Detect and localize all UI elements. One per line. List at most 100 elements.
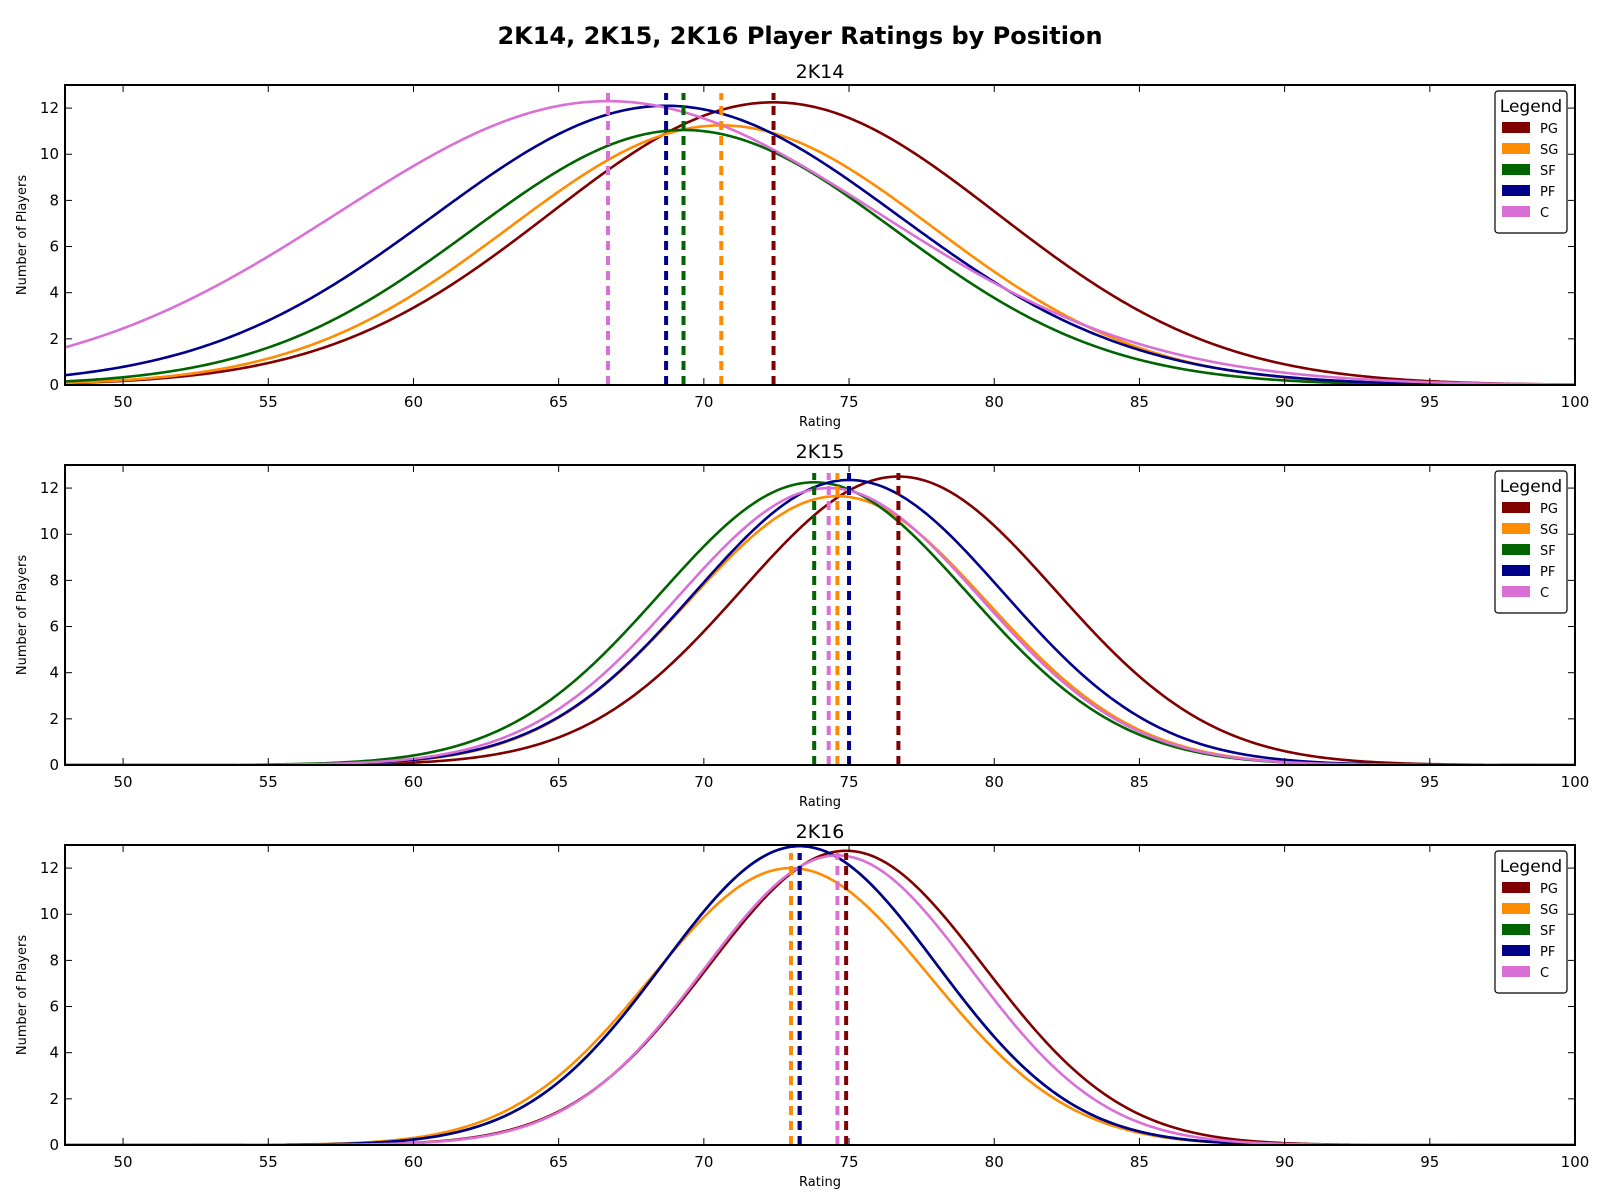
legend-swatch-sg (1502, 903, 1530, 914)
x-tick-label: 55 (259, 1153, 278, 1171)
y-axis-label: Number of Players (15, 555, 30, 675)
x-tick-label: 75 (839, 773, 858, 791)
x-tick-label: 65 (549, 393, 568, 411)
series-line-c (65, 99, 1575, 385)
legend-swatch-sg (1502, 523, 1530, 534)
legend-swatch-pf (1502, 945, 1530, 956)
legend-swatch-c (1502, 966, 1530, 977)
x-tick-label: 90 (1275, 1153, 1294, 1171)
y-tick-label: 10 (40, 525, 59, 543)
plot-area (65, 465, 1575, 765)
y-tick-label: 0 (49, 756, 59, 774)
legend-label-sf: SF (1540, 164, 1556, 179)
subplot-2k16: 2K16 50 55 60 65 70 75 80 85 90 95 100 0 2 4 6 8 10 12 Rati… (15, 821, 1589, 1190)
x-tick-label: 90 (1275, 773, 1294, 791)
legend-label-pf: PF (1540, 185, 1555, 200)
legend-label-sg: SG (1540, 143, 1558, 158)
x-axis-label: Rating (799, 1175, 841, 1190)
x-tick-label: 75 (839, 393, 858, 411)
y-tick-label: 12 (40, 479, 59, 497)
x-tick-label: 60 (404, 393, 423, 411)
x-tick-label: 50 (114, 393, 133, 411)
legend-swatch-sf (1502, 544, 1530, 555)
x-tick-label: 90 (1275, 393, 1294, 411)
y-tick-label: 10 (40, 145, 59, 163)
y-tick-label: 2 (49, 1090, 59, 1108)
legend: Legend PG SG SF PF C (1494, 90, 1568, 234)
y-axis-label: Number of Players (15, 175, 30, 295)
legend-label-pg: PG (1540, 502, 1558, 517)
x-tick-label: 55 (259, 393, 278, 411)
legend-title: Legend (1500, 857, 1562, 877)
legend-label-sf: SF (1540, 544, 1556, 559)
legend-label-pg: PG (1540, 882, 1558, 897)
y-tick-label: 8 (49, 951, 59, 969)
x-tick-label: 80 (985, 773, 1004, 791)
y-tick-label: 6 (49, 618, 59, 636)
legend-swatch-pg (1502, 122, 1530, 133)
y-tick-label: 12 (40, 99, 59, 117)
legend-title: Legend (1500, 97, 1562, 117)
x-tick-label: 70 (694, 1153, 713, 1171)
legend-label-sg: SG (1540, 903, 1558, 918)
x-tick-label: 95 (1420, 1153, 1439, 1171)
legend-title: Legend (1500, 477, 1562, 497)
legend-label-sf: SF (1540, 924, 1556, 939)
legend: Legend PG SG SF PF C (1494, 850, 1568, 994)
legend-swatch-sf (1502, 164, 1530, 175)
y-axis-label: Number of Players (15, 935, 30, 1055)
x-tick-label: 60 (404, 1153, 423, 1171)
x-tick-label: 80 (985, 393, 1004, 411)
legend-swatch-pg (1502, 502, 1530, 513)
y-tick-label: 2 (49, 710, 59, 728)
y-tick-label: 2 (49, 330, 59, 348)
legend-swatch-pf (1502, 185, 1530, 196)
x-tick-label: 55 (259, 773, 278, 791)
series-line-pf (65, 104, 1575, 385)
x-tick-label: 100 (1561, 393, 1590, 411)
subplot-title: 2K14 (796, 61, 845, 83)
x-tick-label: 70 (694, 393, 713, 411)
y-tick-label: 0 (49, 1136, 59, 1154)
legend-label-c: C (1540, 966, 1549, 981)
x-tick-label: 85 (1130, 393, 1149, 411)
legend-label-c: C (1540, 586, 1549, 601)
x-tick-label: 95 (1420, 773, 1439, 791)
y-tick-label: 8 (49, 571, 59, 589)
legend-swatch-c (1502, 206, 1530, 217)
y-tick-label: 8 (49, 191, 59, 209)
y-tick-label: 4 (49, 664, 59, 682)
x-tick-label: 60 (404, 773, 423, 791)
subplot-2k14: 2K14 50 55 60 65 70 75 80 85 90 95 100 0 2 4 6 8 10 12 Rati… (15, 61, 1589, 430)
x-axis-label: Rating (799, 795, 841, 810)
legend-label-pf: PF (1540, 945, 1555, 960)
figure-title: 2K14, 2K15, 2K16 Player Ratings by Posit… (497, 22, 1102, 50)
plot-area (65, 85, 1575, 385)
legend-swatch-sg (1502, 143, 1530, 154)
plot-frame (64, 844, 1576, 1146)
legend-label-pf: PF (1540, 565, 1555, 580)
x-tick-label: 65 (549, 1153, 568, 1171)
x-tick-label: 85 (1130, 1153, 1149, 1171)
y-tick-label: 6 (49, 238, 59, 256)
subplot-title: 2K15 (796, 441, 845, 463)
x-tick-label: 50 (114, 1153, 133, 1171)
x-tick-label: 70 (694, 773, 713, 791)
y-tick-label: 10 (40, 905, 59, 923)
x-tick-label: 100 (1561, 773, 1590, 791)
series-line-pg (65, 101, 1575, 385)
x-tick-label: 95 (1420, 393, 1439, 411)
subplot-title: 2K16 (796, 821, 845, 843)
plot-frame (64, 84, 1576, 386)
legend-swatch-pf (1502, 565, 1530, 576)
legend-label-c: C (1540, 206, 1549, 221)
y-tick-label: 4 (49, 1044, 59, 1062)
y-tick-label: 0 (49, 376, 59, 394)
legend-label-sg: SG (1540, 523, 1558, 538)
x-tick-label: 75 (839, 1153, 858, 1171)
y-tick-label: 6 (49, 998, 59, 1016)
series-curves (65, 473, 1575, 765)
legend-swatch-sf (1502, 924, 1530, 935)
